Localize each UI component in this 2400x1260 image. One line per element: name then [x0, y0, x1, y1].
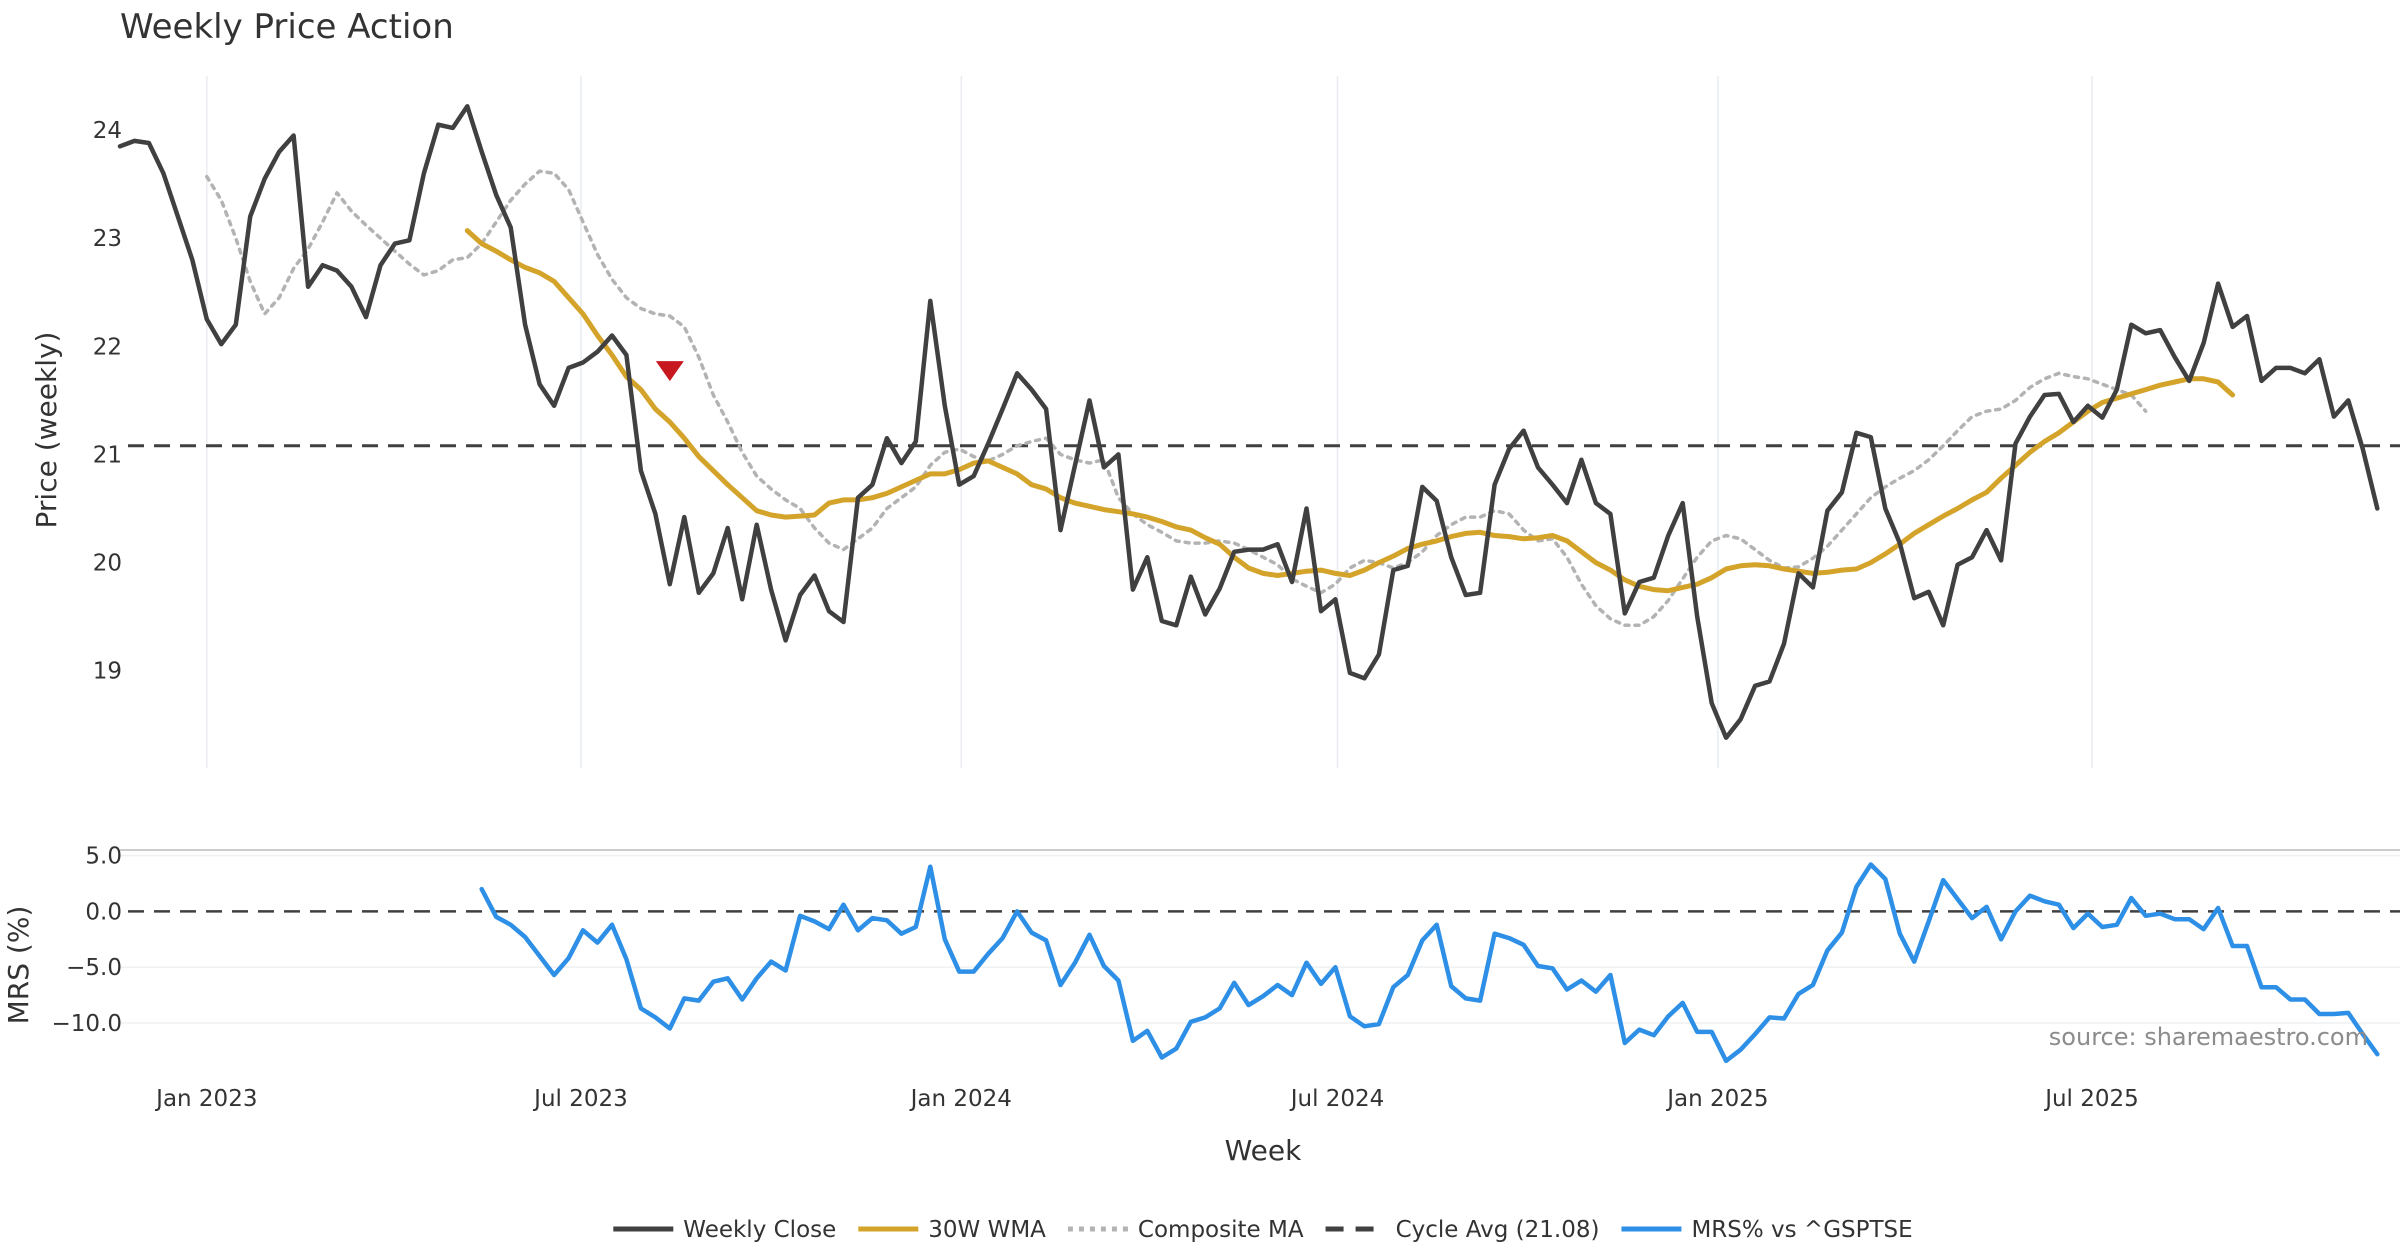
sell-signal-marker	[655, 361, 684, 382]
mrs-y-tick-label: −5.0	[66, 955, 122, 981]
x-tick-label: Jul 2023	[532, 1086, 628, 1112]
legend-item-cycle-avg-21-08: Cycle Avg (21.08)	[1325, 1217, 1600, 1243]
price-y-tick-label: 21	[93, 442, 122, 468]
series-mrs-vs-gsptse	[479, 862, 2380, 1064]
price-y-tick-label: 23	[93, 226, 122, 252]
mrs-y-axis-title: MRS (%)	[2, 906, 35, 1025]
mrs-y-ticks: 5.0 0.0 −5.0 −10.0	[52, 844, 122, 1037]
legend-label: MRS% vs ^GSPTSE	[1691, 1217, 1912, 1243]
price-y-tick-label: 19	[93, 659, 122, 685]
price-markers	[655, 361, 684, 382]
price-y-tick-label: 22	[93, 334, 122, 360]
source-credit: source: sharemaestro.com	[2049, 1023, 2368, 1051]
mrs-y-tick-label: −10.0	[52, 1011, 122, 1037]
price-series-group	[117, 104, 2380, 740]
x-axis-ticks: Jan 2023 Jul 2023 Jan 2024 Jul 2024 Jan 2025…	[154, 1086, 2139, 1112]
chart-title: Weekly Price Action	[120, 7, 454, 47]
x-tick-label: Jul 2025	[2043, 1086, 2139, 1112]
legend-label: Cycle Avg (21.08)	[1396, 1217, 1600, 1243]
mrs-gridlines	[120, 849, 2400, 1024]
x-tick-label: Jan 2023	[154, 1086, 257, 1112]
x-tick-label: Jan 2024	[909, 1086, 1012, 1112]
legend-item-30w-wma: 30W WMA	[858, 1217, 1046, 1243]
legend-item-mrs-vs-gsptse: MRS% vs ^GSPTSE	[1621, 1217, 1913, 1243]
mrs-series-group	[479, 862, 2380, 1064]
legend-label: 30W WMA	[928, 1217, 1046, 1243]
legend-item-weekly-close: Weekly Close	[613, 1217, 836, 1243]
series-weekly-close	[117, 104, 2380, 740]
x-axis-title: Week	[1225, 1134, 1302, 1167]
x-tick-label: Jan 2025	[1665, 1086, 1768, 1112]
legend-item-composite-ma: Composite MA	[1067, 1217, 1304, 1243]
price-y-ticks: 19 20 21 22 23 24	[93, 118, 122, 685]
mrs-y-tick-label: 5.0	[85, 844, 122, 870]
legend-label: Weekly Close	[683, 1217, 836, 1243]
mrs-panel: 5.0 0.0 −5.0 −10.0 Jan 2023 Jul 2023 Jan 2024…	[52, 844, 2400, 1112]
series-30w-wma	[464, 228, 2236, 594]
legend-label: Composite MA	[1138, 1217, 1304, 1243]
price-y-tick-label: 20	[93, 551, 122, 577]
legend: Weekly Close 30W WMA Composite MA Cycle Avg…	[613, 1217, 1913, 1243]
mrs-y-tick-label: 0.0	[85, 899, 122, 925]
price-panel: 19 20 21 22 23 24	[93, 76, 2400, 768]
x-tick-label: Jul 2024	[1289, 1086, 1385, 1112]
series-composite-ma	[205, 169, 2148, 628]
price-y-tick-label: 24	[93, 118, 122, 144]
price-gridlines	[206, 76, 2093, 768]
price-y-axis-title: Price (weekly)	[30, 332, 63, 529]
